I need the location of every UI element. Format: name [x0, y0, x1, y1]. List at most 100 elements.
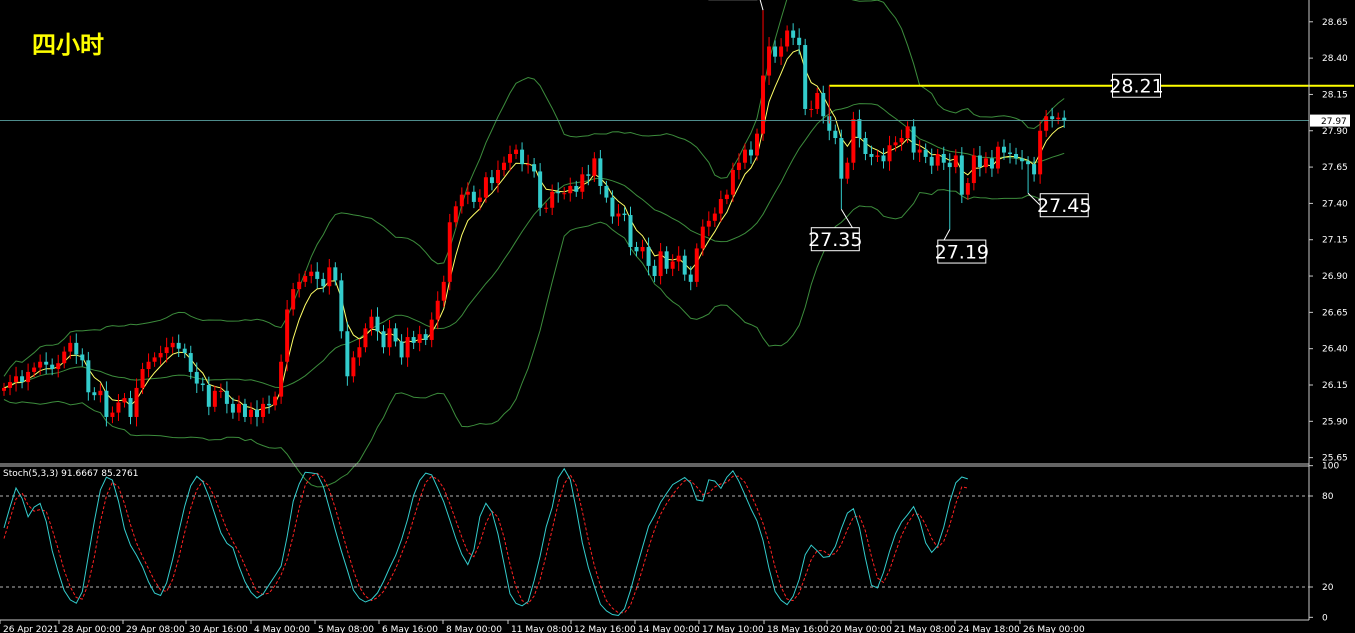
candle-up — [297, 281, 302, 290]
candle-up — [785, 30, 790, 47]
candle-down — [827, 116, 832, 131]
middle-band — [3, 103, 1065, 389]
candle-up — [845, 162, 850, 179]
stoch-tick-label: 100 — [1322, 462, 1339, 472]
candle-up — [447, 222, 452, 282]
candle-up — [893, 142, 898, 146]
candle-down — [803, 45, 808, 109]
candle-up — [965, 183, 970, 195]
candle-down — [652, 265, 657, 277]
candle-down — [586, 174, 591, 176]
time-tick-label: 26 Apr 2021 — [3, 625, 59, 633]
candle-down — [333, 267, 338, 281]
candle-down — [1014, 154, 1019, 159]
candle-up — [38, 361, 43, 368]
candle-up — [363, 328, 368, 348]
candle-down — [399, 341, 404, 358]
time-tick-label: 30 Apr 16:00 — [189, 625, 248, 633]
candle-down — [224, 390, 229, 404]
candle-down — [929, 156, 934, 166]
candle-down — [941, 154, 946, 163]
candle-down — [977, 155, 982, 168]
price-tick-label: 27.40 — [1322, 199, 1348, 209]
price-tick-label: 25.65 — [1322, 454, 1348, 464]
candle-down — [200, 383, 205, 385]
price-tick-label: 27.90 — [1322, 127, 1348, 137]
candle-up — [218, 390, 223, 392]
current-price-label: 27.97 — [1321, 117, 1347, 127]
candle-up — [1044, 116, 1049, 131]
stoch-tick-label: 0 — [1322, 613, 1328, 623]
candle-up — [465, 191, 470, 195]
candle-up — [152, 357, 157, 362]
candle-up — [291, 289, 296, 310]
candle-up — [26, 371, 31, 383]
candle-up — [875, 155, 880, 157]
candle-up — [110, 412, 115, 417]
candle-down — [520, 149, 525, 165]
candle-up — [62, 351, 67, 364]
candle-up — [327, 267, 332, 287]
candle-down — [989, 158, 994, 169]
candle-down — [833, 130, 838, 139]
candle-up — [459, 194, 464, 207]
candle-up — [995, 146, 1000, 169]
candle-down — [911, 126, 916, 153]
candle-up — [779, 46, 784, 57]
candle-up — [592, 158, 597, 176]
price-tick-label: 28.40 — [1322, 54, 1348, 64]
candle-up — [718, 199, 723, 214]
candle-down — [748, 149, 753, 156]
time-tick-label: 18 May 16:00 — [767, 625, 829, 633]
candle-down — [688, 274, 693, 282]
candle-down — [646, 246, 651, 266]
stoch-tick-label: 80 — [1322, 492, 1334, 502]
candle-down — [628, 215, 633, 247]
candle-up — [694, 248, 699, 282]
candle-down — [857, 119, 862, 139]
candle-up — [851, 119, 856, 163]
candle-down — [1001, 146, 1006, 153]
stochastic-pane: Stoch(5,3,3) 91.6667 85.2761 100 80 20 0 — [0, 462, 1339, 623]
candle-up — [453, 206, 458, 223]
candle-up — [640, 246, 645, 252]
time-tick-label: 12 May 16:00 — [574, 625, 636, 633]
annotation-label-3-box — [1039, 193, 1089, 218]
candle-up — [526, 164, 531, 166]
candle-up — [248, 409, 253, 417]
candle-up — [544, 207, 549, 209]
time-tick-label: 28 Apr 00:00 — [62, 625, 121, 633]
lower-band — [3, 189, 1065, 488]
candle-up — [285, 309, 290, 362]
time-tick-label: 14 May 00:00 — [638, 625, 700, 633]
candle-down — [1008, 152, 1013, 154]
candle-up — [483, 177, 488, 198]
annotation-label-2: 27.19 — [935, 242, 989, 264]
candle-up — [32, 367, 37, 372]
candle-up — [116, 402, 121, 413]
candle-up — [122, 398, 127, 403]
candle-down — [50, 364, 55, 370]
candle-up — [369, 316, 374, 329]
time-tick-label: 20 May 00:00 — [830, 625, 892, 633]
candle-up — [676, 255, 681, 262]
candle-up — [417, 334, 422, 343]
candle-down — [1062, 117, 1067, 121]
candle-up — [983, 158, 988, 168]
price-tick-label: 26.15 — [1322, 381, 1348, 391]
time-tick-label: 11 May 08:00 — [511, 625, 573, 633]
time-tick-label: 17 May 10:00 — [702, 625, 764, 633]
candle-up — [501, 162, 506, 170]
price-tick-label: 28.15 — [1322, 90, 1348, 100]
candle-down — [881, 155, 886, 162]
candle-up — [170, 342, 175, 348]
candle-up — [809, 108, 814, 110]
price-tick-label: 27.15 — [1322, 236, 1348, 246]
candle-down — [622, 213, 627, 216]
candle-up — [387, 328, 392, 348]
candle-up — [935, 154, 940, 166]
candle-up — [917, 149, 922, 153]
candle-down — [242, 403, 247, 417]
candle-down — [230, 403, 235, 413]
candle-down — [791, 30, 796, 38]
